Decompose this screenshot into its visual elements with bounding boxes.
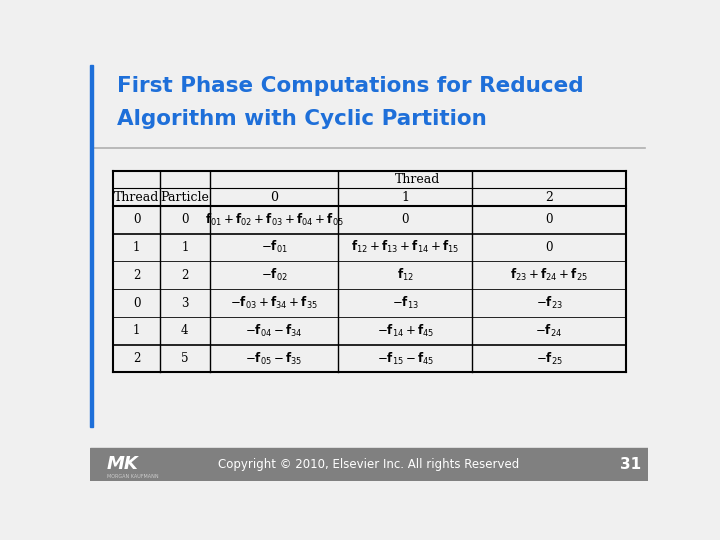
Text: 1: 1: [401, 191, 409, 204]
Text: $-\mathbf{f}_{02}$: $-\mathbf{f}_{02}$: [261, 267, 287, 284]
Text: $-\mathbf{f}_{13}$: $-\mathbf{f}_{13}$: [392, 295, 419, 311]
Text: $-\mathbf{f}_{14}+\mathbf{f}_{45}$: $-\mathbf{f}_{14}+\mathbf{f}_{45}$: [377, 323, 434, 339]
Text: 2: 2: [181, 269, 189, 282]
Text: Copyright © 2010, Elsevier Inc. All rights Reserved: Copyright © 2010, Elsevier Inc. All righ…: [218, 458, 520, 471]
Text: $\mathbf{f}_{01}+\mathbf{f}_{02}+\mathbf{f}_{03}+\mathbf{f}_{04}+\mathbf{f}_{05}: $\mathbf{f}_{01}+\mathbf{f}_{02}+\mathbf…: [204, 212, 343, 228]
Text: $\mathbf{f}_{12}$: $\mathbf{f}_{12}$: [397, 267, 414, 284]
Text: 2: 2: [133, 269, 140, 282]
Text: MORGAN KAUFMANN: MORGAN KAUFMANN: [107, 474, 158, 478]
Text: 2: 2: [545, 191, 553, 204]
Text: 0: 0: [545, 213, 553, 226]
Text: 0: 0: [133, 213, 140, 226]
Text: Thread: Thread: [395, 173, 441, 186]
Text: 1: 1: [133, 325, 140, 338]
Text: $-\mathbf{f}_{01}$: $-\mathbf{f}_{01}$: [261, 239, 287, 255]
Text: 4: 4: [181, 325, 189, 338]
Text: MK: MK: [107, 455, 139, 474]
Text: $\mathbf{f}_{12}+\mathbf{f}_{13}+\mathbf{f}_{14}+\mathbf{f}_{15}$: $\mathbf{f}_{12}+\mathbf{f}_{13}+\mathbf…: [351, 239, 459, 255]
Text: Thread: Thread: [114, 191, 159, 204]
Text: 3: 3: [181, 296, 189, 309]
Text: 31: 31: [620, 457, 641, 472]
Bar: [90, 448, 648, 481]
Text: $-\mathbf{f}_{24}$: $-\mathbf{f}_{24}$: [536, 323, 562, 339]
Text: 0: 0: [181, 213, 189, 226]
Text: $-\mathbf{f}_{25}$: $-\mathbf{f}_{25}$: [536, 350, 562, 367]
Text: $-\mathbf{f}_{04}-\mathbf{f}_{34}$: $-\mathbf{f}_{04}-\mathbf{f}_{34}$: [246, 323, 303, 339]
Text: 0: 0: [545, 241, 553, 254]
Text: 1: 1: [181, 241, 189, 254]
Text: $\mathbf{f}_{23}+\mathbf{f}_{24}+\mathbf{f}_{25}$: $\mathbf{f}_{23}+\mathbf{f}_{24}+\mathbf…: [510, 267, 588, 284]
Text: Algorithm with Cyclic Partition: Algorithm with Cyclic Partition: [117, 110, 487, 130]
Bar: [90, 65, 93, 427]
Text: $-\mathbf{f}_{15}-\mathbf{f}_{45}$: $-\mathbf{f}_{15}-\mathbf{f}_{45}$: [377, 350, 434, 367]
Text: 2: 2: [133, 352, 140, 365]
Text: 0: 0: [270, 191, 278, 204]
Text: 5: 5: [181, 352, 189, 365]
Text: $-\mathbf{f}_{03}+\mathbf{f}_{34}+\mathbf{f}_{35}$: $-\mathbf{f}_{03}+\mathbf{f}_{34}+\mathb…: [230, 295, 318, 311]
Text: 1: 1: [133, 241, 140, 254]
Text: 0: 0: [133, 296, 140, 309]
Text: $-\mathbf{f}_{05}-\mathbf{f}_{35}$: $-\mathbf{f}_{05}-\mathbf{f}_{35}$: [246, 350, 303, 367]
Text: 0: 0: [402, 213, 409, 226]
Text: First Phase Computations for Reduced: First Phase Computations for Reduced: [117, 76, 584, 96]
Text: Particle: Particle: [161, 191, 210, 204]
Text: $-\mathbf{f}_{23}$: $-\mathbf{f}_{23}$: [536, 295, 562, 311]
